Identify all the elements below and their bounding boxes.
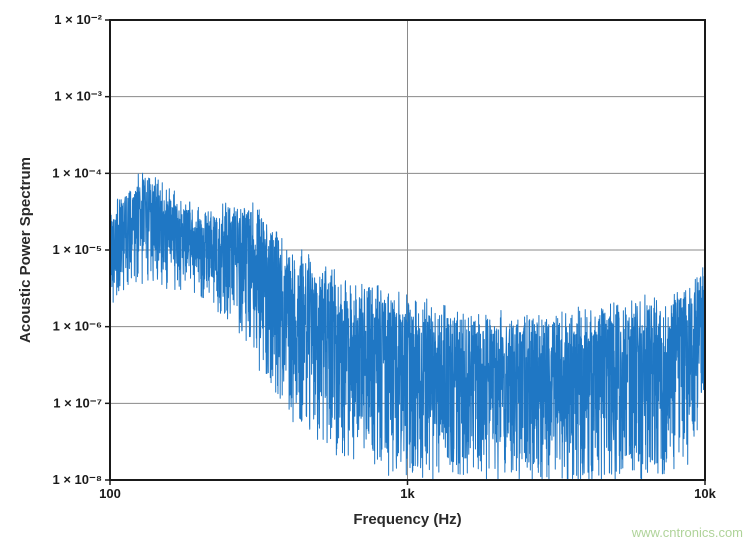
y-tick-label: 1 × 10⁻²	[54, 12, 102, 27]
x-tick-label: 1k	[400, 486, 415, 501]
acoustic-spectrum-chart: 100 1k 10k 1 × 10⁻⁸ 1 × 10⁻⁷ 1 × 10⁻⁶ 1 × 10⁻⁵…	[0, 0, 755, 548]
y-axis-label: Acoustic Power Spectrum	[17, 157, 34, 343]
x-tick-label: 100	[99, 486, 121, 501]
x-axis-label: Frequency (Hz)	[353, 511, 461, 528]
y-tick-label: 1 × 10⁻⁵	[53, 242, 102, 257]
y-tick-label: 1 × 10⁻³	[54, 89, 102, 104]
y-tick-label: 1 × 10⁻⁴	[52, 165, 102, 180]
x-tick-label: 10k	[694, 486, 716, 501]
y-tick-label: 1 × 10⁻⁸	[52, 472, 102, 487]
y-tick-label: 1 × 10⁻⁷	[53, 395, 102, 410]
chart-container: 100 1k 10k 1 × 10⁻⁸ 1 × 10⁻⁷ 1 × 10⁻⁶ 1 × 10⁻⁵…	[0, 0, 755, 548]
y-tick-label: 1 × 10⁻⁶	[53, 319, 102, 334]
